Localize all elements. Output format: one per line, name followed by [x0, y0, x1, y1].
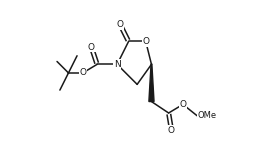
- Text: N: N: [114, 60, 120, 69]
- Polygon shape: [149, 64, 154, 102]
- Text: O: O: [179, 100, 186, 109]
- Text: O: O: [88, 43, 95, 52]
- Text: O: O: [168, 126, 175, 135]
- Text: O: O: [142, 37, 149, 46]
- Text: OMe: OMe: [197, 111, 216, 120]
- Text: O: O: [116, 20, 124, 29]
- Text: O: O: [79, 68, 86, 77]
